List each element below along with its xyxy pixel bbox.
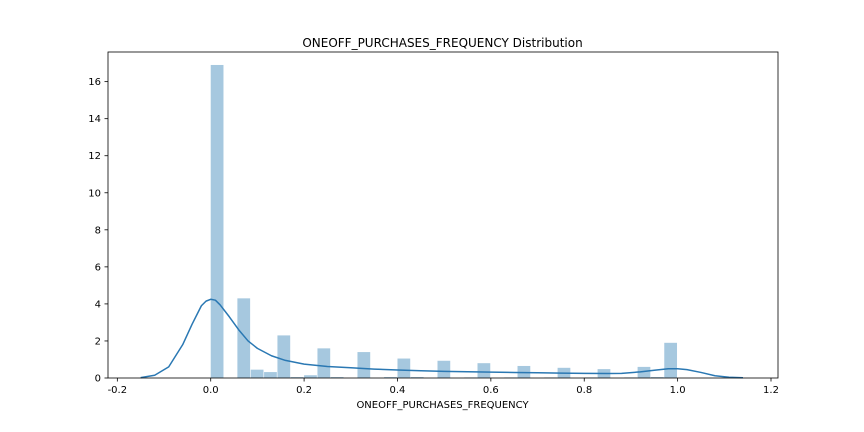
y-tick-label: 0	[95, 374, 101, 385]
histogram-bar	[410, 377, 424, 378]
histogram-bar	[357, 352, 371, 378]
histogram-bar	[650, 377, 664, 378]
y-tick-label: 8	[95, 225, 101, 236]
x-tick-label: 1.2	[763, 385, 779, 396]
plot-frame	[107, 51, 779, 379]
kde-line	[140, 298, 744, 379]
histogram-bar	[237, 298, 251, 378]
histogram-bar	[397, 358, 411, 378]
x-tick-label: 0.2	[296, 385, 312, 396]
histogram-bar	[264, 372, 277, 378]
histogram-bar	[210, 64, 224, 378]
y-tick-label: 12	[88, 151, 101, 162]
histogram-bar	[250, 369, 264, 378]
x-axis-ticks: -0.2 0.0 0.2 0.4 0.6 0.8 1.0 1.2	[108, 378, 779, 396]
histogram-bar	[637, 366, 651, 378]
x-tick-label: 0.4	[390, 385, 406, 396]
y-tick-label: 6	[95, 262, 101, 273]
histogram-bar	[384, 377, 397, 378]
histogram-bar	[664, 342, 678, 378]
y-tick-label: 2	[95, 336, 101, 347]
y-tick-label: 4	[95, 299, 101, 310]
y-tick-label: 16	[88, 77, 101, 88]
y-tick-label: 10	[88, 188, 101, 199]
x-tick-label: 1.0	[670, 385, 686, 396]
histogram-bar	[330, 377, 344, 378]
histogram-bar	[317, 348, 331, 378]
x-tick-label: 0.8	[576, 385, 592, 396]
chart-title: ONEOFF_PURCHASES_FREQUENCY Distribution	[302, 36, 582, 50]
histogram-bar	[277, 335, 291, 378]
x-tick-label: 0.0	[203, 385, 219, 396]
y-tick-label: 14	[88, 114, 101, 125]
x-axis-label: ONEOFF_PURCHASES_FREQUENCY	[356, 400, 529, 411]
histogram-bar	[290, 377, 304, 378]
kde-curve-layer	[140, 298, 744, 379]
x-tick-label: -0.2	[108, 385, 128, 396]
histogram-bar	[304, 375, 317, 378]
histogram-bar	[437, 360, 451, 378]
x-tick-label: 0.6	[483, 385, 499, 396]
histogram-bar	[477, 363, 491, 378]
y-axis-ticks: 0 2 4 6 8 10 12 14 16	[88, 77, 108, 385]
